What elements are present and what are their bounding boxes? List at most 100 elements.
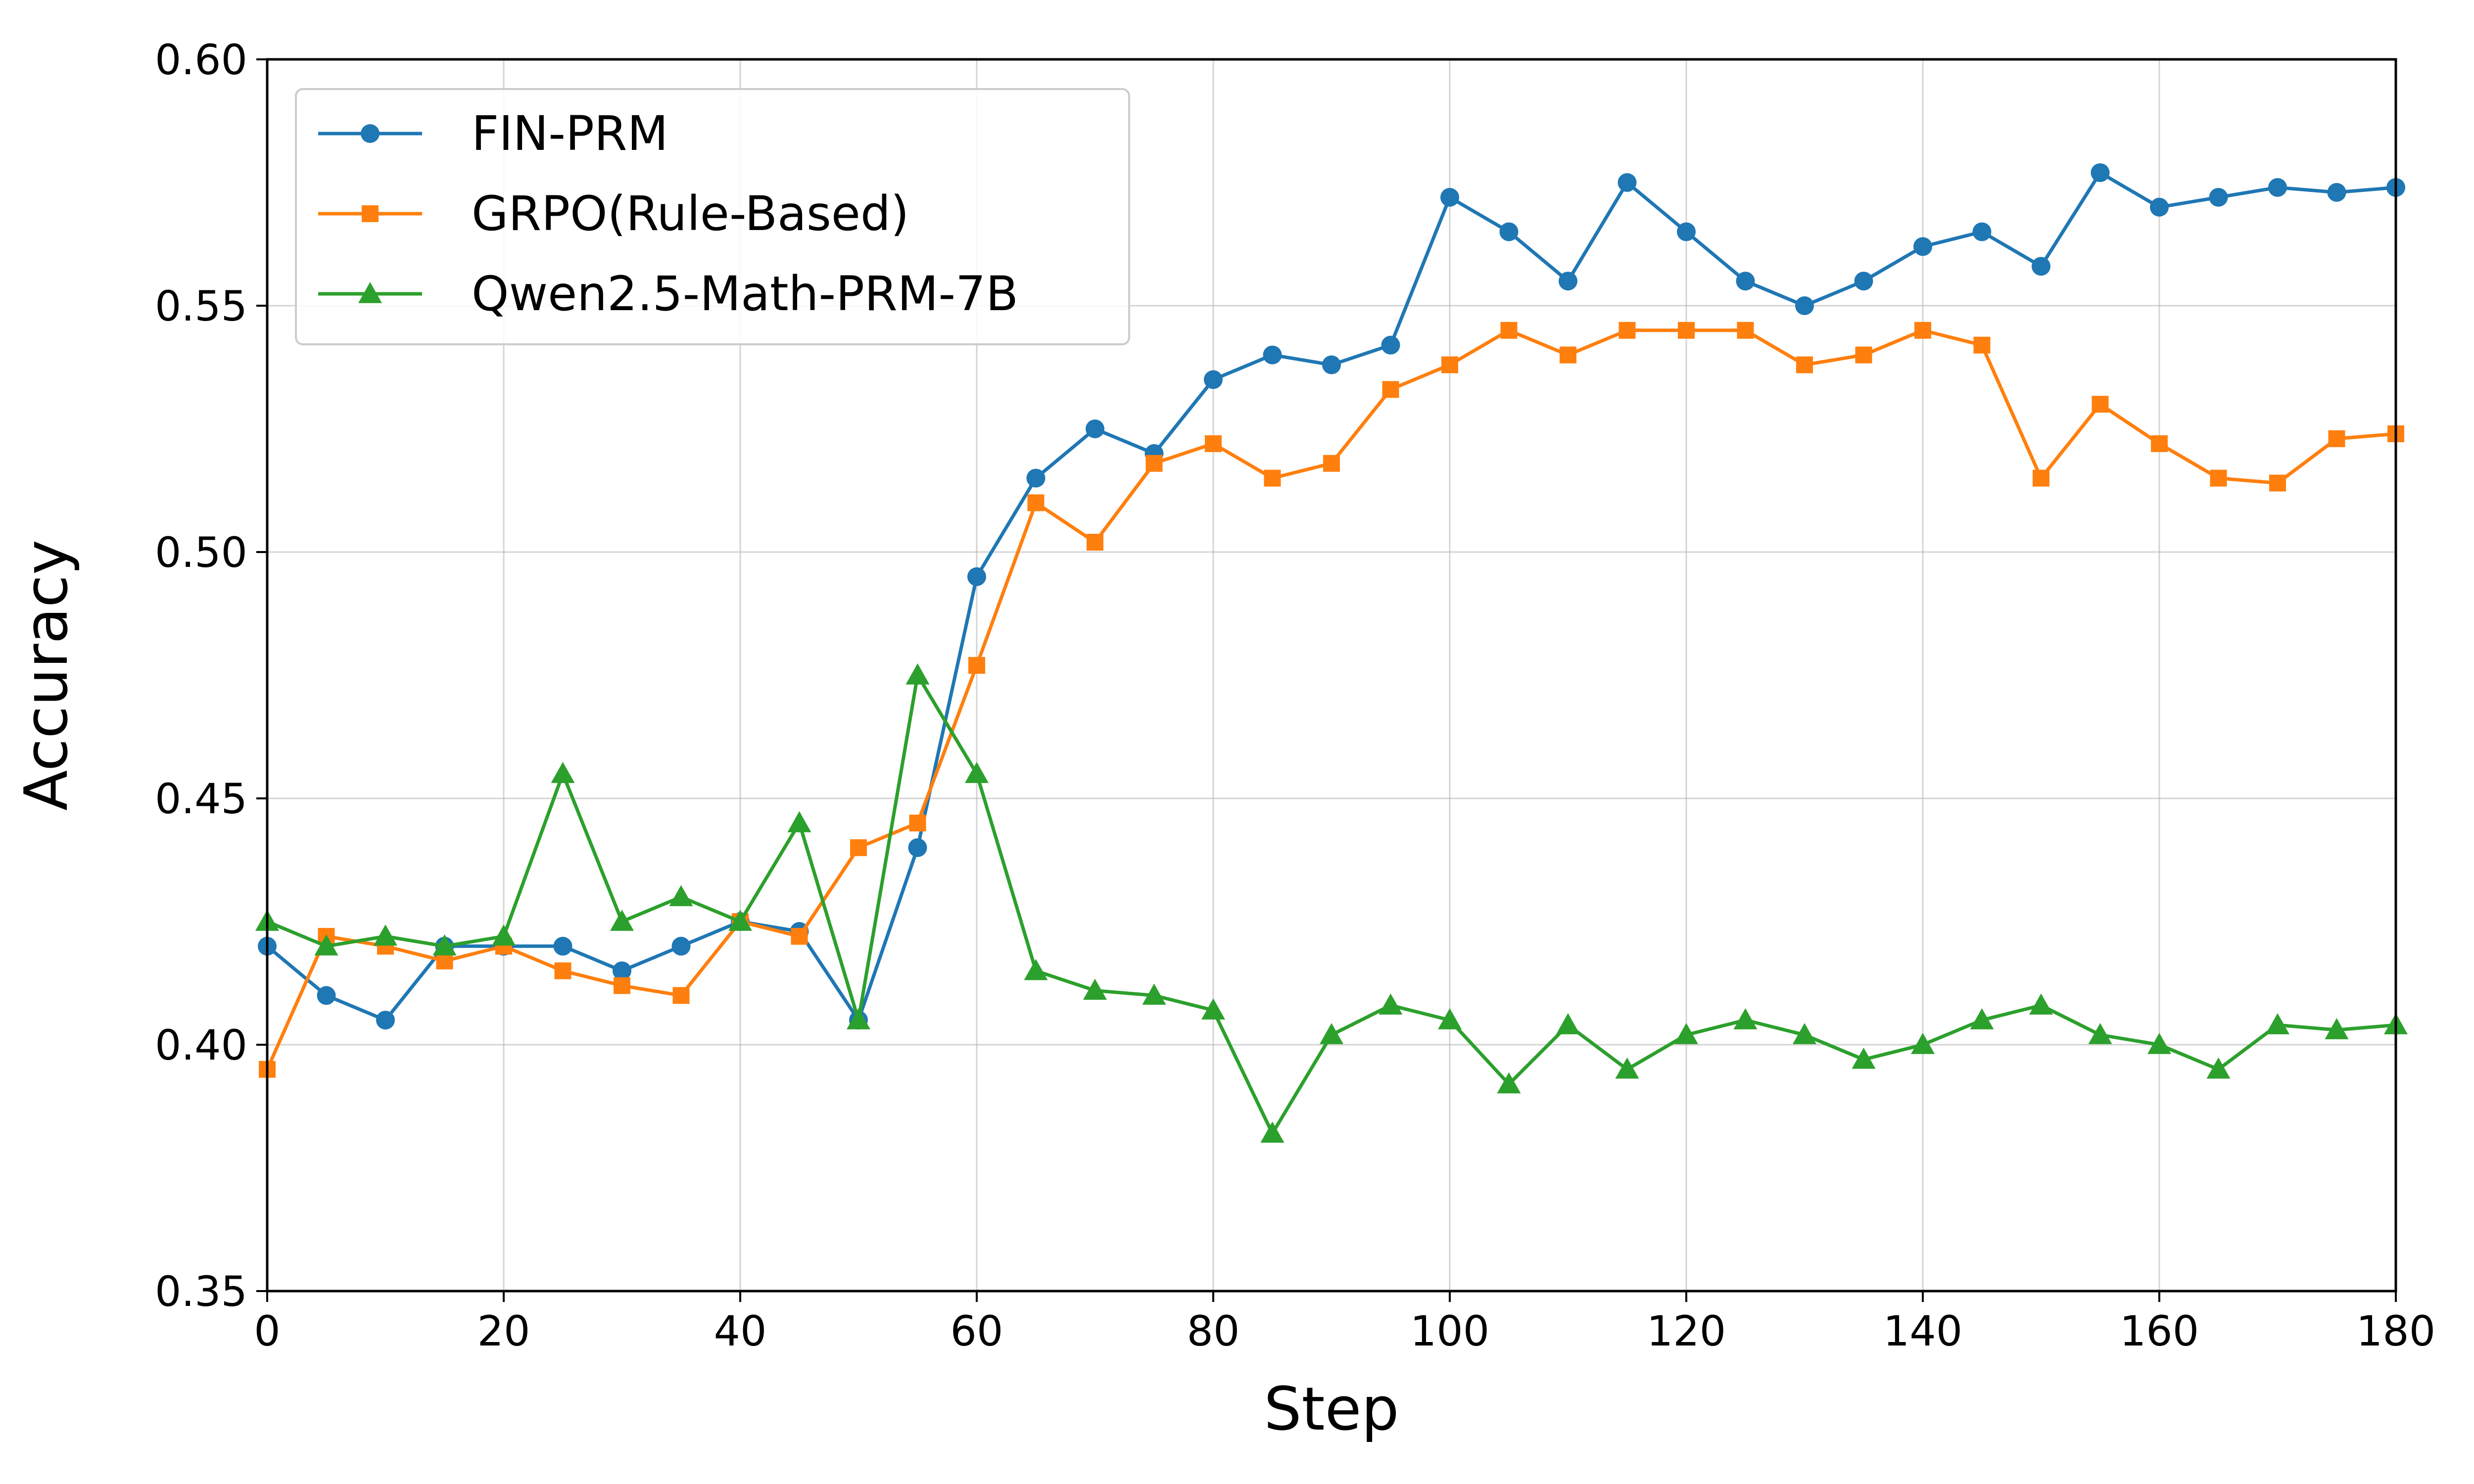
x-tick-label: 180: [2356, 1307, 2435, 1355]
data-point: [1145, 455, 1163, 472]
data-point: [553, 936, 572, 956]
data-point: [1618, 173, 1637, 192]
data-point: [2150, 197, 2169, 217]
legend-marker: [362, 205, 379, 222]
data-point: [374, 924, 397, 946]
data-point: [1674, 1023, 1698, 1044]
data-point: [1024, 959, 1048, 980]
data-point: [1852, 1047, 1876, 1069]
data-point: [1438, 1008, 1462, 1029]
y-tick-label: 0.60: [155, 36, 247, 84]
data-point: [1556, 1013, 1580, 1034]
x-tick-label: 20: [477, 1307, 530, 1355]
data-point: [1142, 983, 1166, 1005]
y-tick-label: 0.50: [155, 528, 247, 577]
data-point: [376, 1011, 395, 1030]
legend-label: GRPO(Rule-Based): [472, 186, 909, 241]
data-point: [1793, 1023, 1816, 1044]
data-point: [2327, 183, 2346, 202]
axis-ticks: 0 20 40 60 80 100 120 140 160 180 0.35 0.40 0.45 0.50…: [155, 36, 2435, 1355]
data-point: [1972, 222, 1992, 241]
data-point: [791, 928, 808, 945]
x-axis-title: Step: [1264, 1375, 1399, 1444]
series-FIN-PRM: [258, 163, 2405, 1030]
data-point: [1560, 346, 1576, 364]
x-tick-label: 60: [951, 1307, 1003, 1355]
data-point: [965, 762, 989, 783]
data-point: [314, 934, 338, 956]
data-point: [1796, 356, 1813, 373]
data-point: [1559, 272, 1577, 291]
data-point: [1618, 322, 1636, 339]
data-point: [2209, 187, 2228, 207]
data-point: [1913, 237, 1932, 256]
legend-label: FIN-PRM: [472, 106, 668, 161]
data-point: [905, 663, 930, 685]
data-point: [2266, 1013, 2289, 1034]
data-point: [614, 977, 630, 994]
data-point: [1323, 455, 1340, 472]
data-point: [554, 962, 571, 979]
data-point: [1854, 272, 1873, 291]
data-point: [908, 838, 927, 857]
data-point: [671, 936, 691, 956]
series-GRPO(Rule-Based): [259, 322, 2404, 1078]
data-point: [1026, 468, 1046, 488]
data-point: [967, 567, 986, 586]
data-point: [1204, 370, 1223, 389]
y-tick-label: 0.40: [155, 1021, 247, 1069]
data-point: [850, 839, 867, 856]
data-point: [1615, 1057, 1639, 1079]
data-point: [1497, 1072, 1521, 1094]
data-point: [909, 814, 926, 832]
legend-label: Qwen2.5-Math-PRM-7B: [472, 266, 1018, 322]
x-tick-label: 0: [254, 1307, 280, 1355]
data-point: [1855, 346, 1872, 364]
y-tick-label: 0.35: [155, 1267, 247, 1316]
data-point: [2147, 1033, 2171, 1054]
data-point: [1320, 1023, 1343, 1044]
data-point: [1322, 355, 1341, 374]
data-point: [1733, 1008, 1758, 1029]
data-point: [1677, 222, 1696, 241]
data-point: [1914, 322, 1931, 339]
data-point: [1970, 1008, 1994, 1029]
data-point: [1264, 469, 1281, 487]
data-point: [610, 910, 634, 931]
legend-marker: [361, 124, 380, 143]
data-point: [968, 657, 985, 674]
legend-box: [295, 88, 1130, 345]
data-point: [1087, 534, 1103, 551]
data-point: [1027, 494, 1045, 511]
x-tick-label: 120: [1647, 1307, 1726, 1355]
plot-frame: [266, 58, 2397, 1293]
data-point: [1205, 435, 1222, 452]
data-point: [1441, 356, 1458, 373]
legend-marker: [358, 282, 382, 303]
data-point: [1795, 296, 1814, 315]
data-point: [2206, 1057, 2231, 1079]
data-point: [1086, 419, 1104, 438]
data-point: [1083, 978, 1107, 1000]
x-tick-label: 100: [1410, 1307, 1489, 1355]
data-point: [1911, 1033, 1935, 1054]
data-point: [2029, 993, 2053, 1015]
data-point: [2092, 396, 2109, 413]
data-point: [1440, 187, 1459, 207]
data-point: [1500, 322, 1518, 339]
data-point: [728, 910, 752, 931]
data-point: [2151, 435, 2168, 452]
data-point: [2033, 469, 2049, 487]
data-point: [1263, 345, 1282, 365]
data-point: [2088, 1023, 2112, 1044]
data-point: [787, 811, 811, 833]
data-point: [1736, 272, 1755, 291]
data-point: [847, 1008, 870, 1029]
data-point: [2210, 469, 2227, 487]
data-point: [1382, 381, 1399, 398]
data-point: [2325, 1018, 2349, 1039]
data-point: [1381, 335, 1400, 355]
x-tick-label: 160: [2120, 1307, 2199, 1355]
data-point: [2268, 178, 2287, 197]
